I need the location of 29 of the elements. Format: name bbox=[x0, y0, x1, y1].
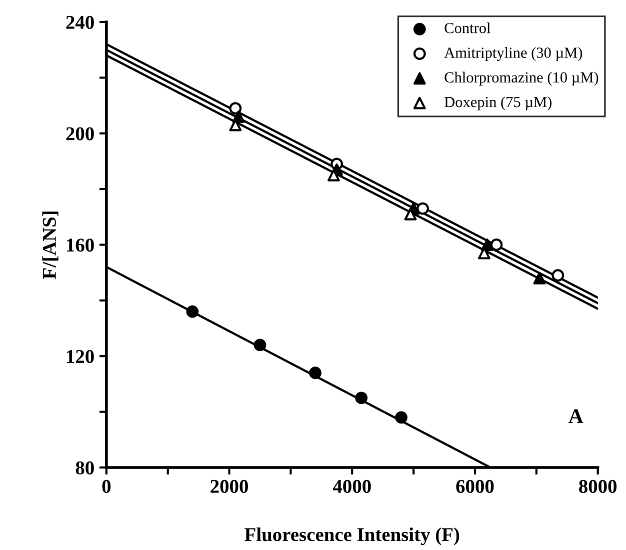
point bbox=[186, 305, 199, 318]
x-tick-label: 8000 bbox=[579, 480, 617, 493]
legend-label: Doxepin (75 µM) bbox=[444, 96, 552, 110]
legend-label: Control bbox=[444, 22, 490, 34]
x-tick-label: 6000 bbox=[456, 480, 494, 493]
x-tick-label: 0 bbox=[102, 480, 111, 493]
legend-label: Chlorpromazine (10 µM) bbox=[444, 72, 598, 86]
point bbox=[229, 102, 242, 115]
annotation: A bbox=[568, 409, 584, 423]
point bbox=[309, 366, 322, 380]
point bbox=[416, 202, 429, 215]
legend-label: Amitriptyline (30 µM) bbox=[444, 47, 582, 62]
x-tick-label: 4000 bbox=[332, 480, 371, 493]
y-tick-label: 200 bbox=[66, 127, 94, 140]
point bbox=[533, 272, 546, 284]
point bbox=[355, 392, 368, 404]
x-axis-title: Fluorescence Intensity (F) bbox=[244, 527, 460, 546]
point bbox=[552, 269, 564, 282]
point bbox=[404, 208, 417, 220]
point bbox=[328, 168, 340, 182]
y-tick-label: 80 bbox=[76, 461, 94, 474]
point bbox=[395, 411, 408, 424]
x-tick-label: 2000 bbox=[210, 480, 248, 493]
y-tick-label: 160 bbox=[67, 238, 94, 252]
point bbox=[254, 338, 266, 352]
y-axis-title: F/[ANS] bbox=[42, 212, 58, 279]
y-tick-label: 240 bbox=[66, 16, 94, 29]
point bbox=[490, 238, 503, 251]
y-tick-label: 120 bbox=[67, 350, 94, 364]
